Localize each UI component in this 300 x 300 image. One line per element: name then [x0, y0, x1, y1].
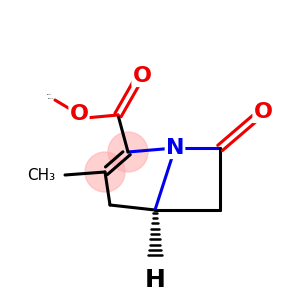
- Text: N: N: [166, 138, 184, 158]
- Circle shape: [85, 152, 125, 192]
- Text: CH₃: CH₃: [27, 167, 55, 182]
- Text: H: H: [145, 268, 165, 292]
- Text: O: O: [254, 102, 272, 122]
- Text: O: O: [133, 66, 152, 86]
- Circle shape: [108, 132, 148, 172]
- Text: methyl: methyl: [46, 93, 51, 94]
- Text: methoxy: methoxy: [48, 98, 54, 99]
- Text: O: O: [70, 104, 88, 124]
